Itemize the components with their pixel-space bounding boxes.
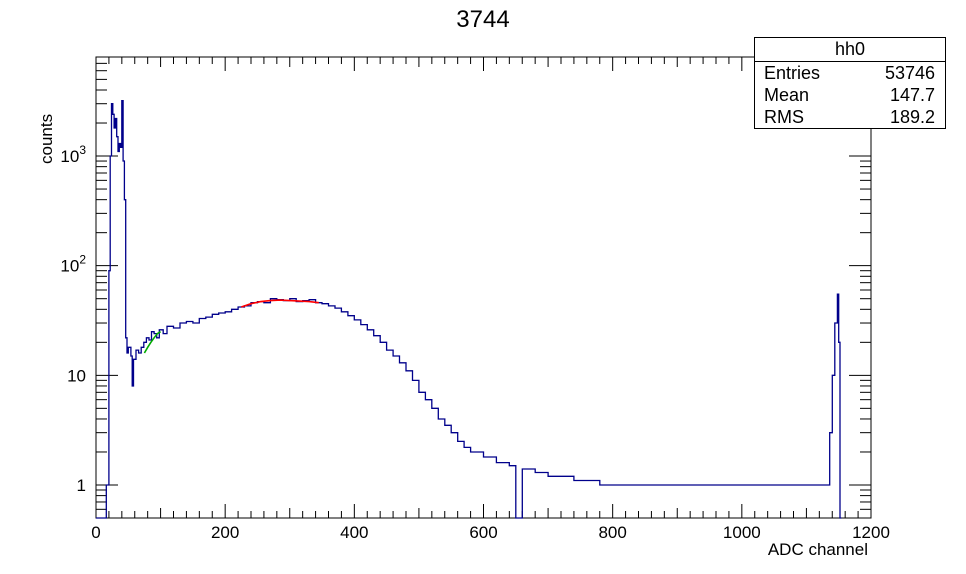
stats-mean-row: Mean 147.7 xyxy=(755,84,945,106)
series-hh0 xyxy=(96,99,842,519)
y-axis-label: counts xyxy=(37,113,56,164)
stats-entries-label: Entries xyxy=(764,63,821,83)
chart-title: 3744 xyxy=(456,6,510,33)
x-axis: 0 200 400 600 800 1000 1200 xyxy=(91,57,890,542)
stats-rms-value: 189.2 xyxy=(889,107,935,127)
x-tick-label: 1200 xyxy=(852,523,890,542)
stats-rms-row: RMS 189.2 xyxy=(755,106,945,128)
stats-box-title: hh0 xyxy=(755,38,945,62)
y-axis: 1 10 102 103 xyxy=(60,56,871,519)
x-axis-label: ADC channel xyxy=(767,540,868,559)
x-tick-label: 400 xyxy=(340,523,368,542)
x-tick-label: 0 xyxy=(91,523,100,542)
x-tick-label: 200 xyxy=(211,523,239,542)
stats-mean-label: Mean xyxy=(764,85,810,105)
x-tick-label: 800 xyxy=(598,523,626,542)
y-tick-label: 102 xyxy=(60,253,86,276)
x-tick-label: 1000 xyxy=(723,523,761,542)
series-layer xyxy=(96,99,842,519)
stats-rms-label: RMS xyxy=(764,107,804,127)
stats-mean-value: 147.7 xyxy=(889,85,935,105)
series-fit-low xyxy=(143,331,162,354)
y-tick-label: 103 xyxy=(60,143,86,166)
y-axis-label-wrap: counts xyxy=(34,112,58,172)
series-fit-peak xyxy=(241,299,319,308)
stats-entries-row: Entries 53746 xyxy=(755,62,945,84)
y-tick-label: 1 xyxy=(77,476,86,495)
x-tick-label: 600 xyxy=(469,523,497,542)
stats-entries-value: 53746 xyxy=(884,63,935,83)
stats-box: hh0 Entries 53746 Mean 147.7 RMS 189.2 xyxy=(754,37,946,129)
y-tick-label: 10 xyxy=(67,366,86,385)
